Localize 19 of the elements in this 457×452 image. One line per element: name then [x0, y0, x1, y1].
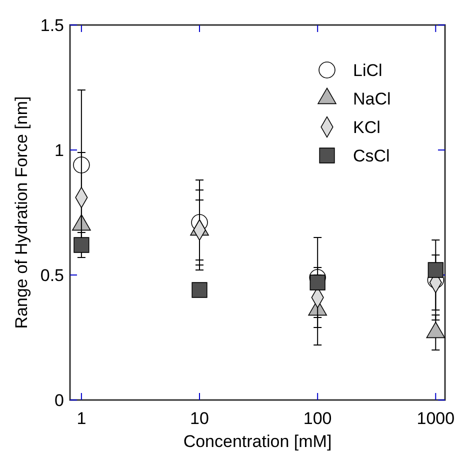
x-axis-title: Concentration [mM]: [183, 432, 332, 451]
x-tick-label: 100: [303, 409, 332, 428]
x-tick-label: 1: [76, 409, 86, 428]
x-tick-label: 1000: [416, 409, 455, 428]
legend-label: NaCl: [353, 90, 391, 108]
y-tick-label: 0.5: [40, 266, 64, 285]
legend-label: LiCl: [353, 61, 382, 80]
x-tick-label: 10: [190, 409, 209, 428]
point: [74, 237, 90, 253]
legend-label: KCl: [353, 118, 380, 137]
point: [192, 282, 208, 298]
y-tick-label: 1.5: [40, 16, 64, 35]
point: [73, 156, 90, 174]
y-tick-label: 1: [54, 141, 64, 160]
y-tick-label: 0: [54, 391, 64, 410]
y-axis-title: Range of Hydration Force [nm]: [12, 96, 31, 329]
point: [428, 262, 444, 278]
point: [310, 274, 326, 290]
legend-label: CsCl: [353, 146, 390, 166]
